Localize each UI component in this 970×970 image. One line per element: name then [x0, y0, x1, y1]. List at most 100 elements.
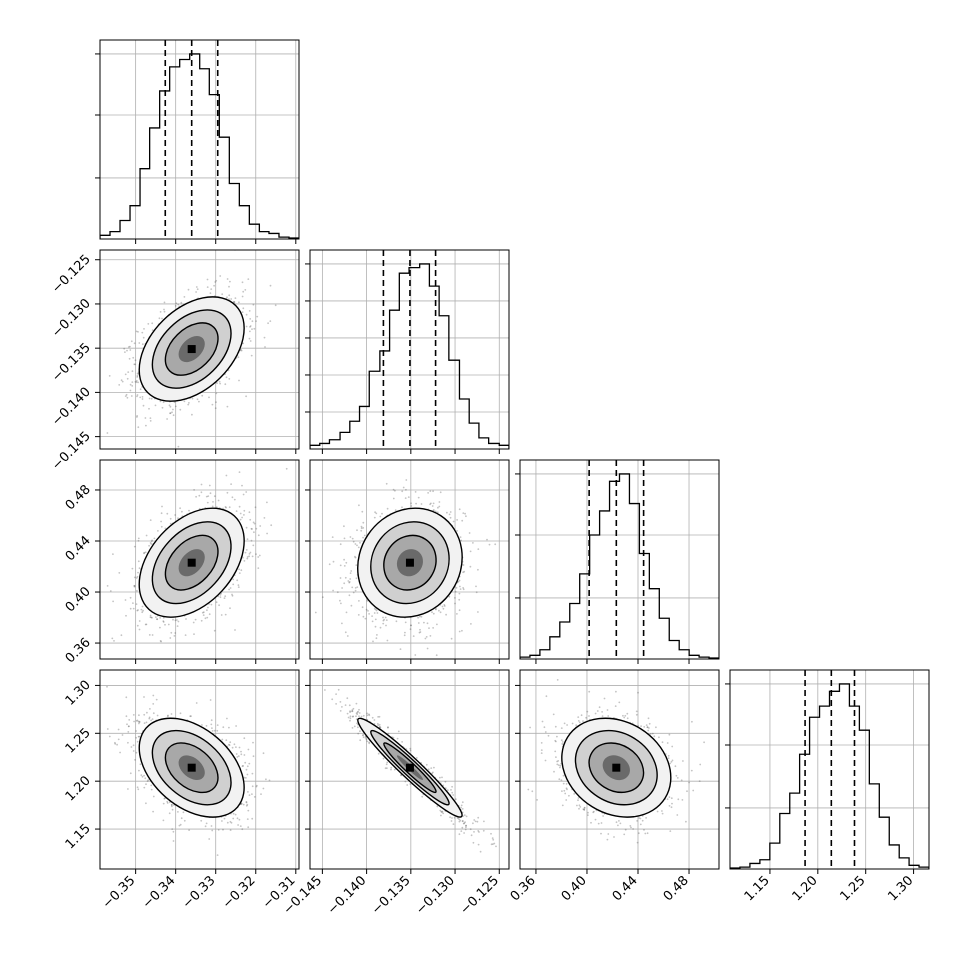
scatter-point: [148, 634, 151, 636]
scatter-point: [129, 596, 132, 599]
scatter-point: [463, 570, 466, 573]
scatter-point: [475, 585, 477, 588]
scatter-point: [132, 607, 135, 610]
scatter-point: [266, 532, 268, 535]
scatter-point: [219, 594, 222, 596]
y-tick-label: 0.40: [63, 584, 94, 615]
scatter-point: [137, 539, 140, 542]
scatter-point: [218, 380, 221, 383]
scatter-point: [172, 618, 174, 621]
scatter-point: [354, 555, 356, 558]
scatter-point: [259, 525, 262, 527]
scatter-point: [224, 506, 227, 508]
scatter-point: [486, 538, 488, 541]
scatter-point: [233, 301, 236, 303]
scatter-point: [405, 488, 407, 491]
scatter-point: [469, 565, 472, 568]
scatter-point: [458, 579, 461, 582]
histogram-step: [310, 263, 509, 449]
scatter-point: [238, 505, 241, 508]
scatter-point: [314, 611, 317, 614]
scatter-point: [285, 467, 288, 470]
scatter-point: [248, 762, 251, 765]
density-peak: [187, 345, 196, 354]
scatter-point: [344, 576, 347, 579]
scatter-point: [148, 407, 150, 410]
scatter-point: [135, 603, 138, 605]
scatter-point: [456, 530, 458, 532]
scatter-point: [136, 575, 139, 578]
scatter-point: [458, 598, 461, 601]
scatter-point: [354, 556, 357, 559]
scatter-point: [341, 622, 343, 625]
scatter-point: [350, 604, 353, 607]
scatter-point: [134, 359, 137, 362]
scatter-point: [124, 599, 127, 601]
scatter-point: [181, 510, 183, 513]
scatter-point: [215, 401, 217, 404]
scatter-point: [382, 622, 385, 625]
scatter-point: [405, 479, 408, 481]
scatter-point: [381, 512, 383, 515]
scatter-point: [235, 753, 238, 755]
scatter-point: [157, 530, 159, 532]
scatter-point: [250, 539, 253, 542]
scatter-point: [267, 322, 269, 325]
scatter-point: [185, 618, 187, 620]
scatter-point: [138, 721, 141, 724]
scatter-point: [361, 510, 364, 513]
scatter-point: [187, 403, 190, 406]
scatter-point: [245, 395, 248, 398]
scatter-point: [264, 346, 266, 348]
y-tick-label: −0.140: [49, 385, 94, 430]
scatter-point: [209, 492, 212, 495]
scatter-point: [245, 549, 248, 551]
scatter-point: [129, 383, 132, 386]
scatter-point: [111, 637, 114, 640]
scatter-point: [438, 501, 441, 503]
scatter-point: [188, 829, 191, 831]
scatter-point: [137, 537, 140, 540]
scatter-point: [149, 420, 152, 422]
scatter-point: [255, 785, 258, 788]
scatter-point: [412, 635, 415, 637]
scatter-point: [465, 515, 467, 518]
scatter-point: [133, 585, 136, 587]
scatter-point: [125, 614, 127, 617]
scatter-point: [356, 529, 358, 532]
scatter-point: [250, 354, 253, 357]
scatter-point: [226, 717, 228, 720]
scatter-point: [214, 281, 217, 283]
scatter-point: [241, 484, 243, 487]
scatter-point: [208, 396, 210, 399]
scatter-point: [192, 621, 195, 624]
scatter-point: [249, 551, 252, 554]
scatter-point: [423, 621, 425, 624]
scatter-point: [226, 405, 229, 408]
scatter-point: [106, 432, 109, 434]
scatter-point: [255, 527, 258, 530]
scatter-point: [130, 340, 133, 343]
scatter-point: [136, 624, 139, 627]
scatter-point: [137, 571, 139, 574]
scatter-point: [336, 591, 339, 594]
scatter-point: [213, 629, 216, 632]
scatter-point: [249, 325, 252, 327]
scatter-point: [339, 577, 342, 579]
scatter-point: [112, 600, 114, 603]
scatter-point: [205, 495, 208, 498]
y-tick-label: −0.135: [49, 340, 94, 385]
scatter-point: [210, 603, 213, 606]
scatter-point: [209, 292, 212, 294]
scatter-point: [141, 398, 144, 400]
scatter-point: [462, 588, 465, 591]
scatter-point: [126, 377, 129, 380]
scatter-point: [239, 512, 242, 515]
scatter-point: [145, 802, 147, 805]
scatter-point: [147, 323, 150, 325]
scatter-point: [404, 621, 407, 624]
scatter-point: [133, 585, 136, 588]
scatter-point: [225, 506, 228, 509]
scatter-point: [382, 619, 385, 622]
scatter-point: [195, 291, 198, 293]
